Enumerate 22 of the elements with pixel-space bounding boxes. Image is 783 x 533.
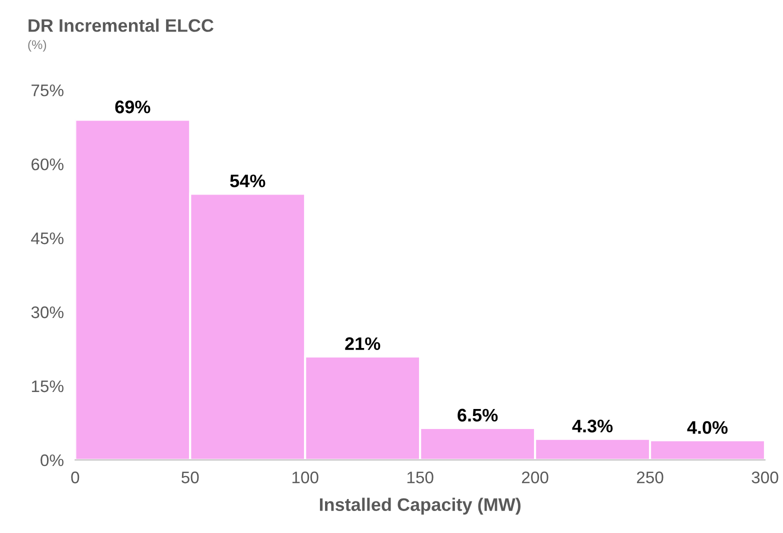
y-tick-label: 15% [32,380,64,392]
x-tick-label: 250 [636,472,664,484]
data-label: 4.3% [572,420,613,432]
y-tick-label: 0% [40,454,64,466]
data-label: 21% [345,337,380,350]
x-tick-label: 200 [522,472,548,484]
x-tick-label: 50 [182,472,199,484]
data-label: 6.5% [458,408,498,422]
y-tick-label: 45% [31,232,64,244]
x-tick-label: 300 [752,472,778,484]
data-label: 69% [115,100,150,114]
y-tick-label: 30% [31,306,64,318]
data-label: 54% [230,174,266,188]
x-tick-label: 100 [292,472,318,484]
data-label: 4.0% [687,421,728,434]
x-axis-title: Installed Capacity (MW) [320,498,521,515]
y-tick-label: 60% [32,158,64,170]
chart-subtitle: (%) [28,40,46,52]
chart-title: DR Incremental ELCC [28,18,214,32]
x-tick-label: 0 [71,472,80,484]
y-tick-label: 75% [32,84,64,96]
x-tick-label: 150 [407,472,434,484]
